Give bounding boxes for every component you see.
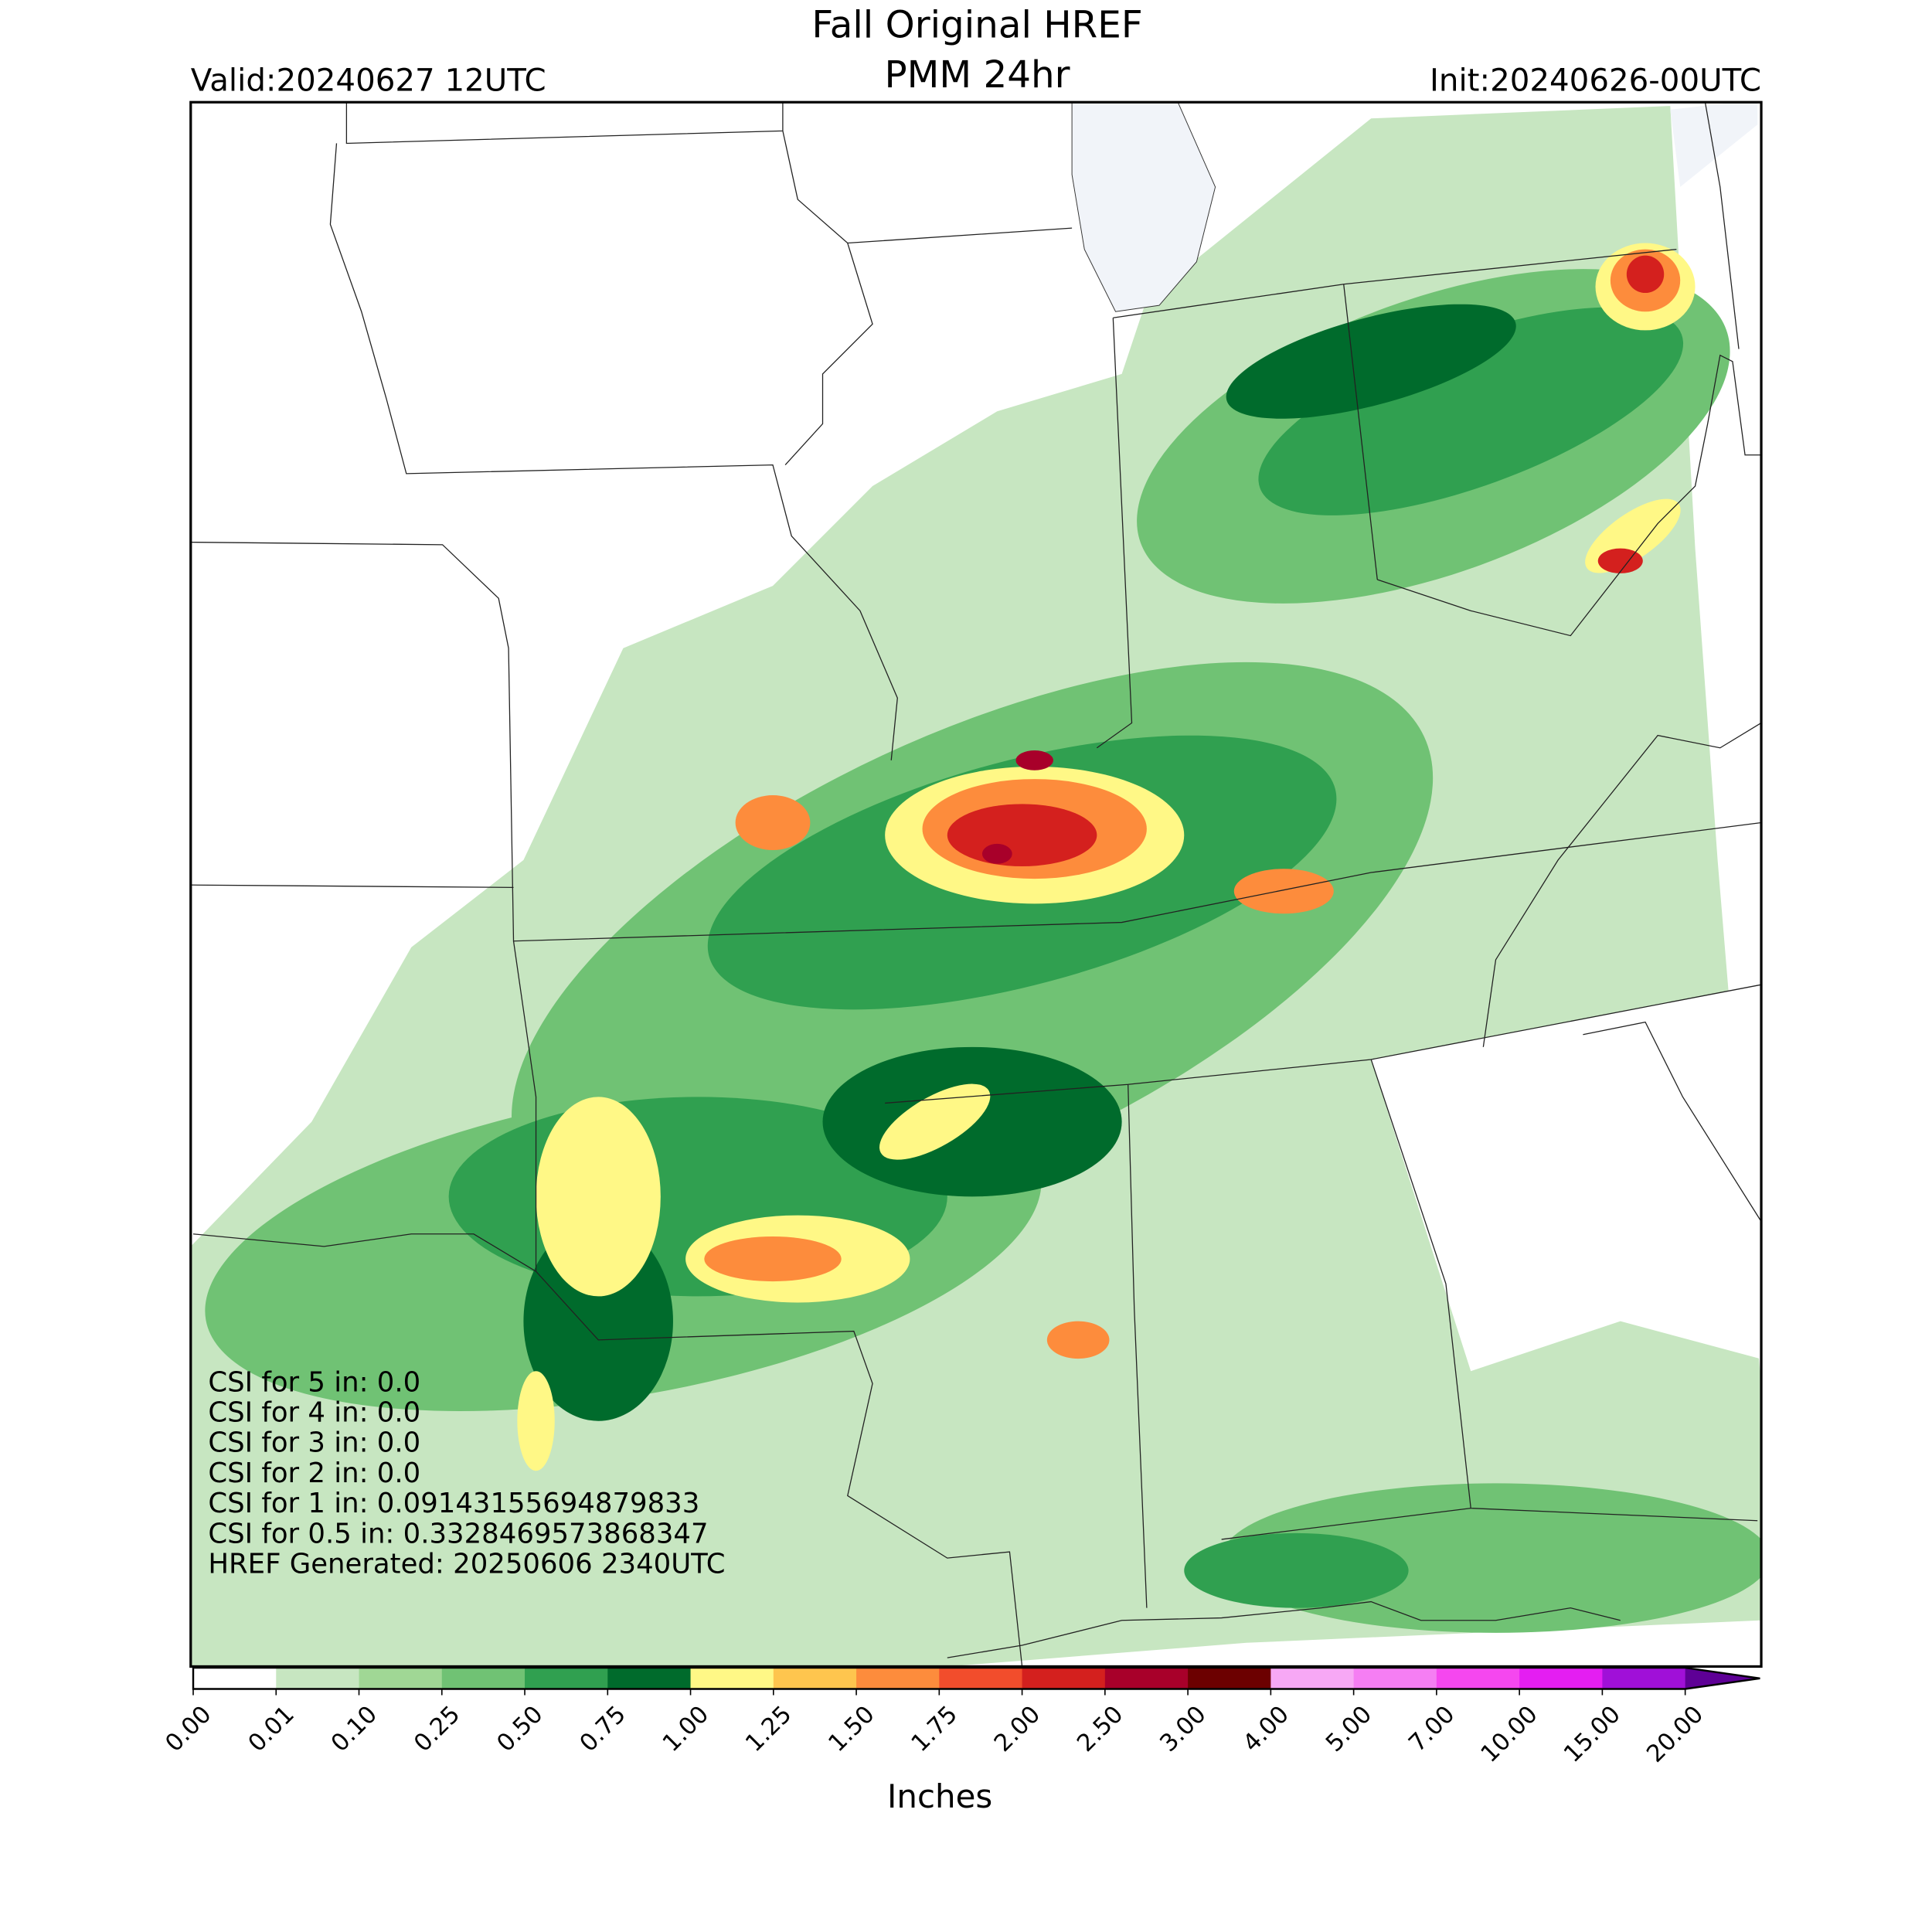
colorbar-bin <box>1022 1668 1106 1689</box>
dry-area <box>1371 985 1760 1372</box>
colorbar-bin <box>607 1668 692 1689</box>
state-line <box>345 102 784 145</box>
state-line <box>190 541 1762 942</box>
state-line <box>885 984 1762 1608</box>
colorbar-tick-label: 7.00 <box>1403 1701 1460 1757</box>
colorbar-tick-label: 2.00 <box>989 1701 1046 1757</box>
precip-area <box>1184 1532 1409 1608</box>
colorbar-tick-label: 1.50 <box>824 1701 880 1757</box>
csi-line: CSI for 1 in: 0.09143155694879833 <box>208 1488 699 1519</box>
colorbar-label: Inches <box>887 1777 992 1815</box>
state-line <box>782 131 1073 466</box>
state-line <box>190 884 1023 1667</box>
colorbar-bin <box>1436 1668 1520 1689</box>
colorbar-bin <box>1602 1668 1686 1689</box>
precip-area <box>704 1236 842 1282</box>
csi-line: CSI for 3 in: 0.0 <box>208 1427 420 1459</box>
colorbar-bin <box>276 1668 359 1689</box>
lake-michigan <box>1071 102 1216 312</box>
csi-line: CSI for 4 in: 0.0 <box>208 1397 420 1429</box>
colorbar-bin <box>525 1668 608 1689</box>
colorbar-bin <box>193 1668 277 1689</box>
colorbar-tick-label: 0.25 <box>409 1701 465 1757</box>
colorbar-bin <box>1519 1668 1603 1689</box>
csi-line: CSI for 2 in: 0.0 <box>208 1458 420 1489</box>
colorbar: 0.00 0.01 0.10 0.25 0.50 0.75 1.00 1.25 1.50 1.75… <box>161 1666 1760 1815</box>
colorbar-tick-label: 20.00 <box>1641 1701 1709 1768</box>
colorbar-tick-label: 4.00 <box>1238 1701 1294 1757</box>
colorbar-bin <box>359 1668 443 1689</box>
colorbar-tick-label: 1.75 <box>906 1701 963 1757</box>
map-frame <box>189 100 1763 1668</box>
colorbar-tick-label: 2.50 <box>1072 1701 1128 1757</box>
lake-erie <box>1670 102 1758 187</box>
precip-area <box>1226 304 1516 419</box>
precip-area <box>879 1083 991 1160</box>
state-line <box>1377 102 1762 637</box>
title-line-2: PMM 24hr <box>884 53 1070 97</box>
csi-line: HREF Generated: 20250606 2340UTC <box>208 1548 725 1580</box>
colorbar-bin <box>939 1668 1023 1689</box>
precip-area <box>1233 869 1334 914</box>
init-time: Init:20240626-00UTC <box>1430 62 1761 98</box>
state-line <box>1096 248 1677 749</box>
colorbar-tick-label: 0.75 <box>575 1701 631 1757</box>
colorbar-tick-label: 5.00 <box>1321 1701 1377 1757</box>
precip-area <box>735 795 811 850</box>
precip-area <box>981 843 1012 864</box>
precip-area <box>517 1371 555 1471</box>
precip-2-5in <box>981 750 1053 864</box>
state-line <box>1482 722 1762 1222</box>
precip-area <box>947 804 1097 866</box>
colorbar-tick-label: 1.00 <box>658 1701 714 1757</box>
valid-time: Valid:20240627 12UTC <box>191 62 546 98</box>
colorbar-tick-label: 0.00 <box>161 1701 217 1757</box>
colorbar-tick-label: 10.00 <box>1476 1701 1543 1768</box>
precip-area <box>536 1097 661 1297</box>
boundaries <box>190 102 1762 1667</box>
colorbar-bin <box>690 1668 774 1689</box>
colorbar-extend <box>1685 1668 1760 1689</box>
csi-line: CSI for 0.5 in: 0.3328469573868347 <box>208 1518 708 1549</box>
precip-map <box>190 102 1762 1667</box>
colorbar-tick-label: 0.10 <box>326 1701 383 1757</box>
colorbar-tick-label: 0.01 <box>243 1701 300 1757</box>
colorbar-bin <box>441 1668 526 1689</box>
state-line <box>329 143 898 760</box>
colorbar-tick-label: 3.00 <box>1155 1701 1212 1757</box>
colorbar-outline <box>192 1666 1760 1690</box>
colorbar-bin <box>1270 1668 1355 1689</box>
precip-area <box>1626 255 1665 294</box>
csi-line: CSI for 5 in: 0.0 <box>208 1366 420 1398</box>
colorbar-tick-label: 0.50 <box>492 1701 549 1757</box>
colorbar-bin <box>773 1668 857 1689</box>
colorbar-tick-label: 15.00 <box>1559 1701 1626 1768</box>
colorbar-bin <box>1188 1668 1271 1689</box>
state-line <box>192 1233 1471 1540</box>
colorbar-bin <box>1104 1668 1189 1689</box>
precip-area <box>1258 307 1684 515</box>
precip-area <box>1597 548 1643 573</box>
colorbar-bin <box>1353 1668 1437 1689</box>
colorbar-bin <box>856 1668 940 1689</box>
coastline <box>947 1600 1621 1658</box>
precip-area <box>1046 1321 1110 1359</box>
title-line-1: Fall Original HREF <box>811 3 1142 46</box>
precip-area <box>1015 750 1053 770</box>
colorbar-tick-label: 1.25 <box>740 1701 797 1757</box>
